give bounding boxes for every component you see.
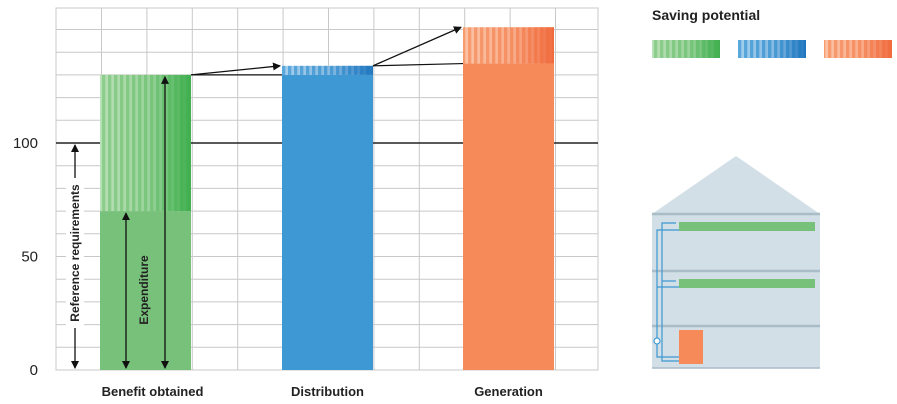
pipe-supply — [661, 222, 679, 362]
x-category-label: Benefit obtained — [102, 384, 204, 399]
y-tick-label: 50 — [21, 249, 38, 266]
y-tick-label: 100 — [13, 135, 38, 152]
reference-requirements-label: Reference requirements — [68, 184, 82, 322]
radiator — [679, 222, 815, 231]
expenditure-label: Expenditure — [137, 255, 151, 325]
legend: Saving potential — [652, 7, 892, 58]
legend-title: Saving potential — [652, 7, 760, 23]
bars — [100, 27, 554, 371]
bar-generation — [463, 63, 554, 371]
legend-swatch-distribution-shade — [738, 40, 806, 58]
bar-benefit — [100, 211, 191, 370]
y-axis-ticks: 0 50 100 — [13, 135, 38, 379]
reference-label-bg — [66, 178, 84, 328]
pipe-return — [656, 229, 679, 358]
bar-generation-saving-shade — [463, 27, 554, 64]
house-body — [652, 214, 820, 368]
pump-icon — [653, 337, 661, 345]
bar-benefit-saving-shade — [100, 74, 191, 212]
bar-distribution-saving-shade — [282, 65, 373, 75]
house-roof — [652, 156, 820, 214]
radiator — [679, 279, 815, 288]
y-tick-label: 0 — [30, 362, 38, 379]
x-axis-categories: Benefit obtained Distribution Generation — [102, 384, 543, 399]
connector-line — [372, 62, 464, 67]
connector-arrow — [190, 62, 281, 76]
x-category-label: Distribution — [291, 384, 364, 399]
house-illustration — [652, 156, 820, 369]
x-category-label: Generation — [474, 384, 543, 399]
legend-swatch-benefit-shade — [652, 40, 720, 58]
legend-swatch-generation-shade — [824, 40, 892, 58]
connector-arrow — [372, 26, 462, 67]
arrows: Reference requirements Expenditure — [66, 26, 464, 369]
boiler — [679, 330, 703, 364]
bar-distribution — [282, 74, 373, 371]
